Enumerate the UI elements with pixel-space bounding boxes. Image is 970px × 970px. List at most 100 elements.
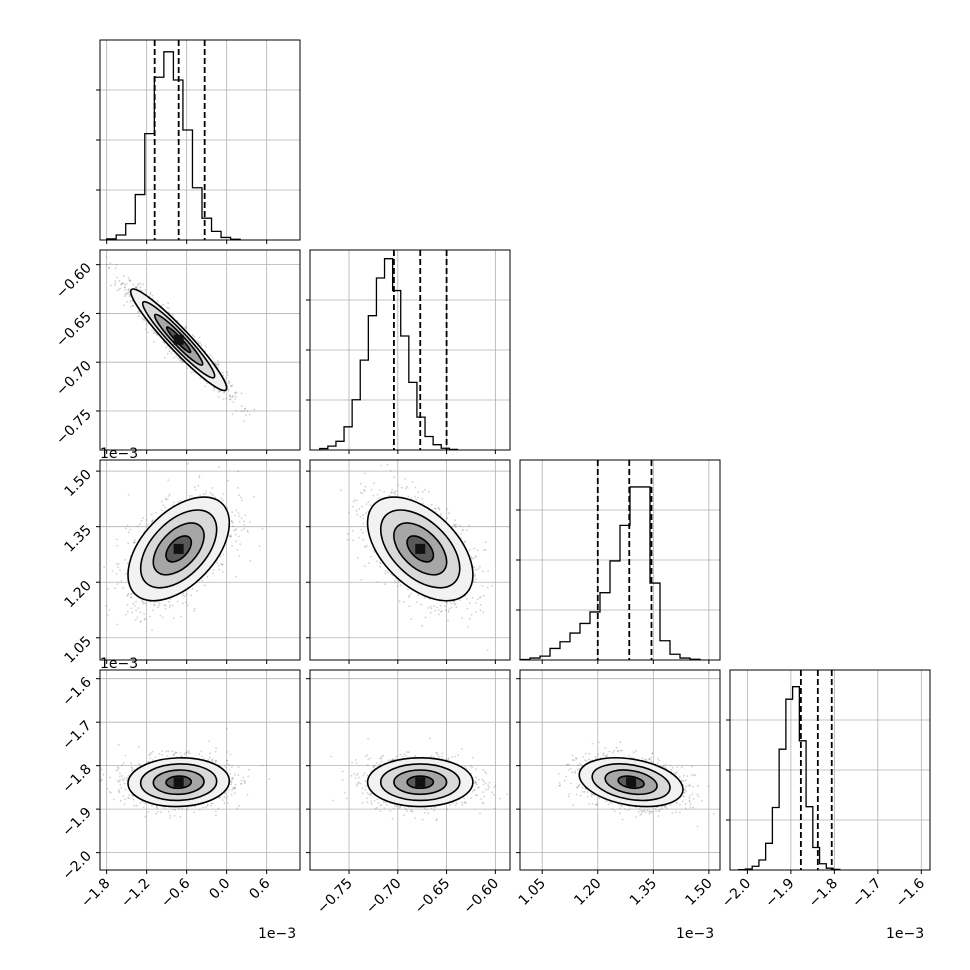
scatter-point xyxy=(228,381,231,383)
scatter-point xyxy=(155,512,158,514)
scatter-point xyxy=(407,495,410,498)
scatter-point xyxy=(438,509,441,511)
scatter-point xyxy=(393,491,396,493)
scatter-point xyxy=(166,352,169,355)
scatter-point xyxy=(440,513,443,515)
scatter-point xyxy=(115,263,118,266)
scatter-point xyxy=(379,562,382,565)
scatter-point xyxy=(340,489,342,492)
scatter-point xyxy=(379,496,382,499)
scatter-point xyxy=(428,490,430,493)
scatter-point xyxy=(390,491,392,494)
scatter-point xyxy=(116,563,118,566)
scatter-point xyxy=(473,566,476,569)
scatter-point xyxy=(234,409,237,412)
scatter-point xyxy=(116,289,119,292)
scatter-point xyxy=(126,593,129,596)
scatter-point xyxy=(205,490,207,492)
scatter-point xyxy=(232,395,234,397)
scatter-point xyxy=(459,599,461,601)
scatter-point xyxy=(135,286,137,289)
scatter-point xyxy=(474,556,477,559)
scatter-point xyxy=(119,287,122,290)
scatter-point xyxy=(221,563,224,566)
scatter-point xyxy=(429,605,432,608)
scatter-point xyxy=(356,556,359,559)
scatter-point xyxy=(217,362,220,365)
scatter-point xyxy=(484,541,487,543)
scatter-point xyxy=(362,522,365,525)
scatter-point xyxy=(226,371,229,374)
scatter-point xyxy=(144,289,147,291)
scatter-point xyxy=(467,626,469,628)
scatter-point xyxy=(234,528,237,531)
scatter-point xyxy=(363,490,366,492)
scatter-point xyxy=(439,604,442,607)
scatter-point xyxy=(390,491,393,494)
scatter-point xyxy=(217,391,220,393)
scatter-point xyxy=(198,336,201,339)
scatter-point xyxy=(139,611,142,614)
scatter-point xyxy=(249,521,251,523)
scatter-point xyxy=(136,525,139,527)
scatter-point xyxy=(475,611,477,613)
scatter-point xyxy=(164,604,167,607)
scatter-point xyxy=(185,601,188,604)
scatter-point xyxy=(126,595,128,597)
scatter-point xyxy=(144,617,147,620)
scatter-point xyxy=(358,508,361,510)
scatter-point xyxy=(417,496,419,499)
scatter-point xyxy=(216,360,219,362)
scatter-point xyxy=(373,482,376,485)
scatter-point xyxy=(470,613,473,616)
scatter-point xyxy=(448,512,450,515)
scatter-point xyxy=(352,500,355,503)
scatter-point xyxy=(218,389,221,392)
scatter-point xyxy=(244,407,247,410)
scatter-point xyxy=(125,527,127,530)
scatter-point xyxy=(164,356,166,359)
scatter-point xyxy=(167,600,170,603)
scatter-point xyxy=(126,603,129,606)
scatter-point xyxy=(244,414,247,417)
scatter-point xyxy=(181,594,184,597)
scatter-point xyxy=(88,247,90,249)
scatter-point xyxy=(438,507,440,510)
scatter-point xyxy=(364,565,366,568)
scatter-point xyxy=(159,614,162,617)
scatter-point xyxy=(229,395,231,397)
scatter-point xyxy=(231,413,234,416)
scatter-point xyxy=(198,476,201,479)
scatter-point xyxy=(209,491,212,494)
scatter-point xyxy=(455,524,458,526)
scatter-point xyxy=(464,541,466,544)
scatter-point xyxy=(128,293,131,296)
scatter-point xyxy=(201,580,204,582)
scatter-point xyxy=(449,607,451,610)
scatter-point xyxy=(228,380,231,382)
scatter-point xyxy=(408,594,411,597)
scatter-point xyxy=(453,603,456,606)
y-tick-label: 1.50 xyxy=(61,467,94,500)
scatter-point xyxy=(167,479,170,481)
scatter-point xyxy=(369,504,372,507)
scatter-point xyxy=(167,495,170,497)
scatter-point xyxy=(149,615,152,618)
scatter-point xyxy=(240,410,243,412)
scatter-point xyxy=(359,515,362,518)
scatter-point xyxy=(114,267,117,269)
scatter-point xyxy=(193,335,196,338)
scatter-point xyxy=(141,600,144,602)
scatter-point xyxy=(398,600,401,603)
scatter-point xyxy=(186,604,189,607)
scatter-point xyxy=(258,545,261,548)
scatter-point xyxy=(446,508,449,511)
scatter-point xyxy=(114,284,116,286)
scatter-point xyxy=(185,327,188,329)
scatter-point xyxy=(172,617,175,620)
scatter-point xyxy=(204,492,207,495)
axes-frame xyxy=(309,459,511,661)
scatter-point xyxy=(243,520,245,523)
scatter-point xyxy=(231,511,234,514)
scatter-point xyxy=(111,570,114,572)
